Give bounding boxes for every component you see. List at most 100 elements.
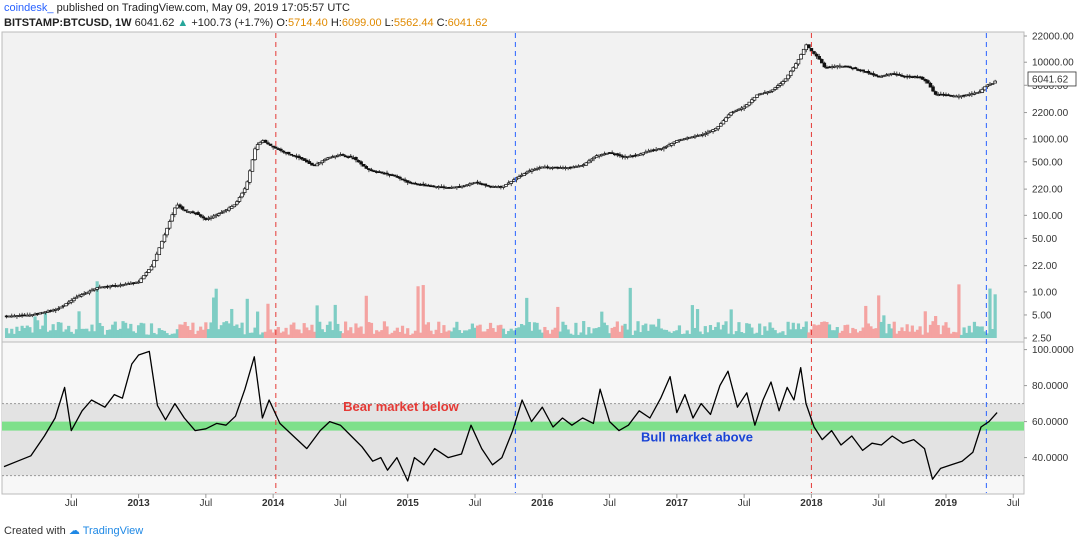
candle-body	[253, 148, 257, 161]
volume-bar	[628, 287, 632, 338]
volume-bar	[983, 331, 987, 338]
volume-bar	[328, 321, 332, 338]
indicator-y-tick-label: 100.0000	[1032, 345, 1074, 356]
volume-bar	[662, 329, 666, 338]
volume-bar	[499, 324, 503, 338]
volume-bar	[302, 323, 306, 338]
candle-body	[809, 48, 814, 52]
candle-body	[592, 156, 596, 160]
volume-bar	[739, 332, 744, 338]
candle-body	[229, 206, 234, 209]
candle-body	[794, 63, 798, 69]
volume-bar	[256, 311, 260, 338]
x-tick-label: Jul	[334, 498, 347, 509]
volume-bar	[243, 334, 247, 338]
indicator-annotation: Bull market above	[641, 429, 753, 444]
candle-body	[180, 206, 185, 210]
candle-body	[750, 99, 754, 103]
volume-bar	[714, 326, 718, 338]
volume-bar	[965, 332, 969, 338]
volume-bar	[946, 327, 951, 338]
volume-bar	[791, 322, 795, 338]
volume-bar	[149, 323, 154, 338]
volume-bar	[201, 329, 205, 338]
volume-bar	[131, 331, 135, 338]
volume-bar	[240, 322, 244, 338]
price-change: +100.73 (+1.7%)	[191, 17, 274, 29]
volume-bar	[338, 331, 343, 338]
volume-bar	[882, 315, 886, 338]
volume-bar	[460, 332, 464, 338]
volume-bar	[900, 327, 904, 338]
volume-bar	[988, 288, 992, 338]
volume-bar	[517, 327, 521, 338]
x-tick-label: Jul	[738, 498, 751, 509]
x-tick-label: 2019	[935, 498, 958, 509]
candle-body	[147, 269, 151, 273]
candle-body	[349, 155, 353, 158]
volume-bar	[504, 334, 508, 338]
volume-bar	[294, 329, 299, 338]
volume-bar	[170, 333, 174, 338]
candle-body	[299, 157, 304, 160]
volume-bar	[232, 325, 236, 338]
volume-bar	[452, 327, 456, 338]
candle-body	[618, 154, 622, 157]
volume-bar	[770, 327, 775, 338]
volume-bar	[426, 322, 431, 338]
volume-bar	[380, 330, 384, 338]
candle-body	[385, 172, 389, 175]
volume-bar	[910, 325, 914, 338]
volume-bar	[672, 331, 676, 338]
volume-bar	[209, 322, 213, 338]
volume-bar	[230, 308, 234, 338]
volume-bar	[77, 311, 81, 338]
volume-bar	[600, 311, 604, 338]
volume-bar	[928, 324, 933, 338]
volume-bar	[768, 322, 772, 338]
price-pane[interactable]	[1, 31, 1025, 343]
volume-bar	[670, 332, 674, 338]
volume-bar	[535, 322, 539, 338]
candle-body	[206, 218, 211, 220]
volume-bar	[807, 332, 811, 338]
volume-bar	[582, 321, 586, 338]
volume-bar	[411, 333, 415, 338]
volume-bar	[589, 333, 594, 338]
x-tick-label: 2017	[666, 498, 689, 509]
volume-bar	[43, 312, 48, 338]
author-link[interactable]: coindesk_	[4, 2, 54, 14]
last-price: 6041.62	[134, 17, 175, 29]
volume-bar	[491, 328, 495, 338]
candle-body	[315, 163, 319, 167]
close-value: 6041.62	[447, 17, 488, 29]
candle-body	[271, 145, 275, 148]
volume-bar	[895, 333, 899, 338]
high-value: 6099.00	[341, 17, 382, 29]
volume-bar	[46, 331, 50, 338]
candle-body	[320, 160, 325, 164]
volume-bar	[858, 330, 863, 338]
tradingview-brand[interactable]: TradingView	[82, 525, 144, 537]
footer: Created with ☁ TradingView	[4, 524, 143, 537]
volume-bar	[993, 294, 997, 338]
volume-bar	[310, 324, 314, 338]
volume-bar	[463, 330, 467, 338]
volume-bar	[253, 327, 257, 338]
candle-body	[812, 51, 816, 54]
volume-bar	[488, 322, 493, 338]
y-tick-label: 5.00	[1032, 310, 1052, 321]
volume-bar	[224, 321, 229, 338]
volume-bar	[732, 334, 736, 338]
tradingview-logo-icon: ☁	[68, 525, 80, 537]
volume-bar	[442, 325, 446, 338]
volume-bar	[10, 328, 14, 338]
bull-bear-band	[2, 421, 1024, 431]
volume-bar	[444, 331, 449, 338]
volume-bar	[856, 332, 860, 338]
candle-body	[729, 111, 733, 116]
volume-bar	[975, 326, 979, 338]
volume-bar	[315, 305, 319, 338]
volume-bar	[136, 325, 141, 338]
